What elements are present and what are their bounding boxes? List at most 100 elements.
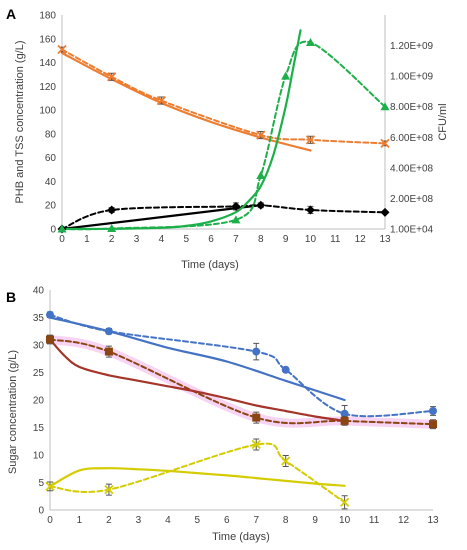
panel-b-x-tick-label: 5 — [195, 515, 201, 526]
panel-b-x-tick-label: 11 — [369, 515, 380, 526]
panel-a-data-point — [380, 138, 390, 149]
panel-b-data-point — [251, 439, 261, 450]
panel-a-y2-tick-label: 1.00E+09 — [390, 72, 434, 83]
panel-b-series-line-red-model — [48, 338, 346, 422]
panel-a-series-line-cfu-model — [60, 29, 302, 231]
panel-a-data-point — [156, 95, 167, 106]
panel-a-data-point — [380, 207, 390, 217]
panel-b-data-point — [46, 335, 54, 344]
panel-b-data-point — [252, 347, 261, 356]
panel-b-data-point — [104, 327, 113, 336]
panel-a-y-axis-label: PHB and TSS concentration (g/L) — [14, 40, 26, 203]
panel-b-x-tick-label: 7 — [253, 515, 259, 526]
panel-a-y2-tick-label: 2.00E+08 — [390, 194, 434, 205]
panel-a-x-tick-label: 4 — [159, 234, 165, 245]
panel-a-series-line-phb-model — [60, 204, 262, 231]
panel-a-series-line-cfu-measured — [61, 40, 386, 231]
panel-a-x-axis-label: Time (days) — [181, 259, 239, 271]
panel-b-x-tick-label: 10 — [339, 515, 351, 526]
panel-b-data-point — [429, 420, 437, 429]
panel-a-data-point — [107, 224, 117, 233]
panel-b-x-tick-label: 4 — [165, 515, 171, 526]
panel-b-data-point — [46, 310, 54, 319]
panel-a-data-point — [107, 205, 117, 215]
panel-a-data-point — [256, 200, 266, 210]
panel-a-x-tick-label: 10 — [305, 234, 317, 245]
panel-a-data-point — [256, 171, 266, 180]
panel-a-data-point — [305, 205, 315, 215]
panel-a-series-line-tss-model — [60, 51, 312, 152]
panel-b-y-tick-label: 10 — [33, 451, 45, 462]
panel-b-y-tick-label: 40 — [33, 286, 45, 297]
panel-b-y-tick-label: 15 — [33, 423, 45, 434]
panel-a-x-tick-label: 6 — [208, 234, 214, 245]
panel-b-y-axis-label: Sugar concentration (g/L) — [7, 350, 19, 474]
panel-b-data-point — [104, 485, 114, 495]
panel-b-x-tick-label: 6 — [224, 515, 230, 526]
panel-a-x-tick-label: 5 — [183, 234, 189, 245]
panel-b-series-line-yellow-measured — [49, 442, 346, 504]
panel-a-x-tick-label: 11 — [330, 234, 341, 245]
panel-b-x-tick-label: 2 — [106, 515, 112, 526]
panel-b-data-point — [281, 365, 290, 374]
panel-b-y-tick-label: 30 — [33, 341, 45, 352]
panel-a-x-tick-label: 2 — [109, 234, 115, 245]
panel-b-x-axis-label: Time (days) — [212, 531, 270, 543]
panel-b-data-point — [429, 407, 437, 415]
panel-a-data-point — [256, 130, 266, 140]
panel-b-label: B — [6, 289, 16, 305]
panel-b-x-tick-label: 0 — [47, 515, 53, 526]
panel-a-x-tick-label: 12 — [355, 234, 367, 245]
panel-b-y-tick-label: 35 — [33, 313, 45, 324]
panel-a-x-tick-label: 3 — [134, 234, 140, 245]
panel-a-label: A — [6, 6, 16, 22]
panel-a-x-tick-label: 1 — [84, 234, 90, 245]
panel-a-y2-tick-label: 1.00E+04 — [390, 225, 434, 236]
panel-a-data-point — [231, 215, 241, 224]
panel-a-x-tick-label: 0 — [59, 234, 65, 245]
panel-a-x-tick-label: 7 — [233, 234, 239, 245]
panel-a-data-point — [305, 135, 316, 145]
panel-a-x-tick-label: 8 — [258, 234, 264, 245]
panel-a-y-tick-label: 0 — [50, 225, 56, 236]
panel-a-data-point — [380, 102, 390, 111]
panel-b-series-line-yellow-model — [48, 467, 346, 488]
panel-b-series-line-blue-model — [48, 316, 346, 402]
panel-b-y-tick-label: 20 — [33, 396, 45, 407]
panel-b-data-point — [104, 347, 113, 356]
panel-b-y-tick-label: 5 — [38, 478, 44, 489]
panel-b-data-point — [340, 409, 349, 418]
panel-b-x-tick-label: 3 — [136, 515, 142, 526]
panel-a-y2-axis-label: CFU/ml — [437, 103, 449, 140]
panel-b-y-tick-label: 25 — [33, 368, 45, 379]
panel-a-y2-tick-label: 1.20E+09 — [390, 41, 434, 52]
panel-a-y-tick-label: 60 — [45, 153, 57, 164]
panel-a-y-tick-label: 140 — [39, 58, 56, 69]
panel-b-x-tick-label: 8 — [283, 515, 289, 526]
panel-a-y2-tick-label: 6.00E+08 — [390, 133, 434, 144]
panel-a-data-point — [231, 201, 241, 211]
panel-a-y-tick-label: 80 — [45, 129, 57, 140]
panel-a-data-point — [305, 38, 315, 47]
panel-a-y-tick-label: 160 — [39, 34, 56, 45]
panel-a-y2-tick-label: 4.00E+08 — [390, 163, 434, 174]
panel-b-y-tick-label: 0 — [38, 506, 44, 517]
panel-b-x-tick-label: 1 — [77, 515, 83, 526]
panel-a-y-tick-label: 180 — [39, 11, 56, 22]
panel-a-y-tick-label: 20 — [45, 201, 57, 212]
panel-b-x-tick-label: 12 — [398, 515, 410, 526]
panel-b-x-tick-label: 13 — [427, 515, 439, 526]
panel-a-data-point — [107, 72, 117, 82]
panel-a-x-tick-label: 13 — [379, 234, 391, 245]
chart-panel-a: A Time (days) PHB and TSS concentration … — [6, 6, 449, 271]
panel-a-data-point — [57, 224, 67, 233]
panel-a-y-tick-label: 120 — [39, 82, 56, 93]
panel-a-y2-tick-label: 8.00E+08 — [390, 102, 434, 113]
panel-a-x-tick-label: 9 — [283, 234, 289, 245]
panel-b-data-point — [339, 497, 350, 507]
panel-b-data-point — [340, 416, 349, 425]
chart-panel-b: B Time (days) Sugar concentration (g/L) … — [6, 286, 439, 544]
panel-a-y-tick-label: 40 — [45, 177, 57, 188]
panel-b-data-point — [252, 413, 261, 422]
